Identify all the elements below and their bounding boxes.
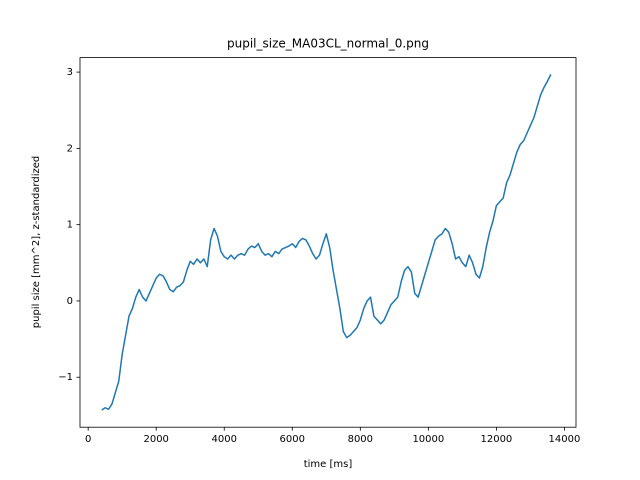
y-tick-label: 1: [67, 220, 73, 231]
y-axis-label: pupil size [mm^2], z-standardized: [31, 156, 42, 328]
axes-frame: [79, 57, 577, 428]
x-tick-label: 14000: [549, 434, 581, 445]
x-tick-label: 0: [85, 434, 91, 445]
x-tick-label: 6000: [280, 434, 305, 445]
y-tick-label: 0: [67, 296, 73, 307]
x-axis-label: time [ms]: [304, 459, 353, 470]
x-tick-label: 4000: [212, 434, 237, 445]
y-tick-label: −1: [58, 372, 73, 383]
x-tick-label: 10000: [412, 434, 444, 445]
x-tick-label: 8000: [348, 434, 373, 445]
data-line: [101, 74, 552, 411]
chart-title: pupil_size_MA03CL_normal_0.png: [227, 37, 429, 51]
x-tick-label: 12000: [480, 434, 512, 445]
y-tick-label: 2: [67, 143, 73, 154]
x-tick-label: 2000: [143, 434, 168, 445]
y-tick-label: 3: [67, 67, 73, 78]
